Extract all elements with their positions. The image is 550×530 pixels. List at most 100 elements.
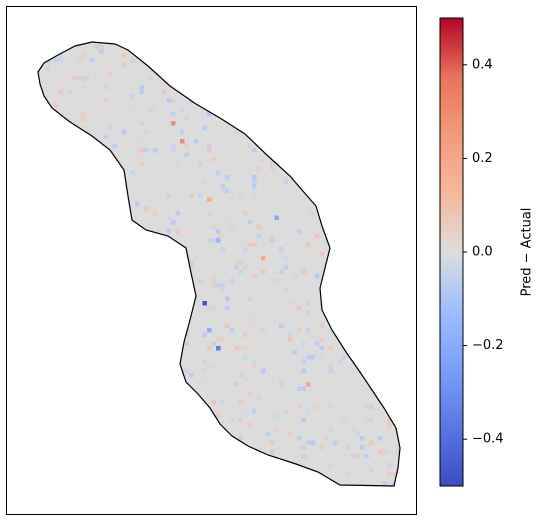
heatmap-cell xyxy=(252,148,257,153)
heatmap-cell xyxy=(378,436,383,441)
heatmap-cell xyxy=(54,103,59,108)
heatmap-cell-notable xyxy=(171,121,176,126)
heatmap-cell xyxy=(211,224,216,229)
heatmap-cell xyxy=(153,184,158,189)
heatmap-cell xyxy=(58,53,63,58)
heatmap-cell xyxy=(243,364,248,369)
heatmap-cell xyxy=(369,467,374,472)
heatmap-cell xyxy=(252,364,257,369)
heatmap-cell xyxy=(166,139,171,144)
heatmap-cell xyxy=(112,143,117,148)
heatmap-cell xyxy=(166,166,171,171)
heatmap-cell xyxy=(220,247,225,252)
heatmap-cell xyxy=(112,85,117,90)
heatmap-cell xyxy=(202,125,207,130)
heatmap-cell xyxy=(171,103,176,108)
colorbar-tick-label: 0.2 xyxy=(472,151,493,166)
region-outline xyxy=(37,41,401,487)
heatmap-cell xyxy=(355,431,360,436)
heatmap-cell xyxy=(283,283,288,288)
heatmap-cell xyxy=(292,247,297,252)
heatmap-cell xyxy=(238,346,243,351)
heatmap-cell xyxy=(216,337,221,342)
heatmap-cell xyxy=(94,94,99,99)
heatmap-cell xyxy=(211,278,216,283)
heatmap-cell xyxy=(144,148,149,153)
heatmap-cell xyxy=(315,305,320,310)
heatmap-cell xyxy=(270,449,275,454)
heatmap-cell xyxy=(270,278,275,283)
heatmap-cell xyxy=(279,269,284,274)
heatmap-cell xyxy=(315,332,320,337)
heatmap-cell xyxy=(306,242,311,247)
heatmap-cell xyxy=(207,166,212,171)
heatmap-cell xyxy=(252,337,257,342)
colorbar-tick-label: −0.4 xyxy=(472,432,504,447)
heatmap-cell xyxy=(396,449,400,454)
heatmap-cell xyxy=(301,382,306,387)
heatmap-cell xyxy=(90,89,95,94)
heatmap-cell xyxy=(76,76,81,81)
heatmap-cell xyxy=(378,449,383,454)
heatmap-cell xyxy=(373,481,378,486)
heatmap-cell xyxy=(364,422,369,427)
heatmap-cell xyxy=(175,238,180,243)
colorbar: 0.4 0.2 0.0 −0.2 −0.4 Pred − Actual xyxy=(439,17,535,487)
heatmap-cell xyxy=(288,377,293,382)
heatmap-cell xyxy=(94,44,99,49)
heatmap-cell xyxy=(58,58,63,63)
heatmap-cell xyxy=(229,350,234,355)
heatmap-cell xyxy=(256,166,261,171)
heatmap-cell xyxy=(216,283,221,288)
heatmap-cell-notable xyxy=(261,256,266,261)
heatmap-cell xyxy=(202,359,207,364)
heatmap-cell xyxy=(319,355,324,360)
heatmap-cell xyxy=(211,377,216,382)
heatmap-cell xyxy=(189,229,194,234)
heatmap-cell xyxy=(184,332,189,337)
heatmap-cell xyxy=(382,449,387,454)
heatmap-cell xyxy=(252,323,257,328)
heatmap-cell xyxy=(256,233,261,238)
heatmap-cell xyxy=(238,436,243,441)
heatmap-cell xyxy=(144,80,149,85)
heatmap-cell xyxy=(207,148,212,153)
heatmap-cell xyxy=(58,89,63,94)
heatmap-cell xyxy=(310,377,315,382)
heatmap-cell xyxy=(252,224,257,229)
heatmap-cell xyxy=(189,373,194,378)
heatmap-cell xyxy=(301,323,306,328)
heatmap-cell xyxy=(247,422,252,427)
heatmap-cell xyxy=(211,364,216,369)
heatmap-cell xyxy=(130,170,135,175)
heatmap-cell xyxy=(238,193,243,198)
heatmap-cell xyxy=(328,328,333,333)
heatmap-cell xyxy=(261,328,266,333)
heatmap-cell xyxy=(180,107,185,112)
heatmap-cell xyxy=(297,328,302,333)
heatmap-cell xyxy=(148,76,153,81)
heatmap-cell xyxy=(207,112,212,117)
heatmap-cell xyxy=(238,418,243,423)
heatmap-cell xyxy=(153,197,158,202)
heatmap-cell xyxy=(342,445,347,450)
heatmap-cell xyxy=(306,409,311,414)
heatmap-cell xyxy=(288,238,293,243)
heatmap-cell xyxy=(265,260,270,265)
heatmap-cell xyxy=(225,323,230,328)
heatmap-cell xyxy=(148,197,153,202)
heatmap-cell xyxy=(247,296,252,301)
heatmap-cell xyxy=(189,260,194,265)
heatmap-cell xyxy=(315,341,320,346)
heatmap-cell xyxy=(346,445,351,450)
heatmap-cell xyxy=(238,373,243,378)
heatmap-cell xyxy=(274,175,279,180)
heatmap-cell xyxy=(328,368,333,373)
heatmap-cell xyxy=(315,287,320,292)
heatmap-cell xyxy=(364,404,369,409)
heatmap-cell xyxy=(243,247,248,252)
heatmap-cell xyxy=(72,76,77,81)
heatmap-cell xyxy=(220,377,225,382)
heatmap-cell xyxy=(274,278,279,283)
heatmap-cell xyxy=(229,197,234,202)
